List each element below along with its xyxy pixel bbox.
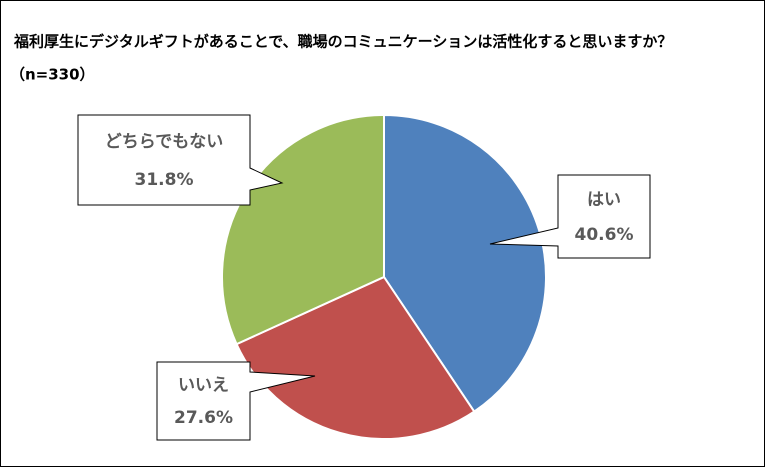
category-label: はい xyxy=(587,190,621,210)
value-label: 27.6% xyxy=(174,408,233,428)
category-label: どちらでもない xyxy=(105,132,224,152)
pie-slice xyxy=(383,113,548,413)
value-label: 40.6% xyxy=(575,225,634,245)
chart-subtitle: （n=330） xyxy=(10,66,95,84)
value-label: 31.8% xyxy=(135,170,194,190)
callout xyxy=(489,174,651,259)
category-label: いいえ xyxy=(178,375,229,395)
callout xyxy=(77,114,284,206)
callout xyxy=(156,361,316,441)
chart-title: 福利厚生にデジタルギフトがあることで、職場のコミュニケーションは活性化すると思い… xyxy=(13,33,672,51)
